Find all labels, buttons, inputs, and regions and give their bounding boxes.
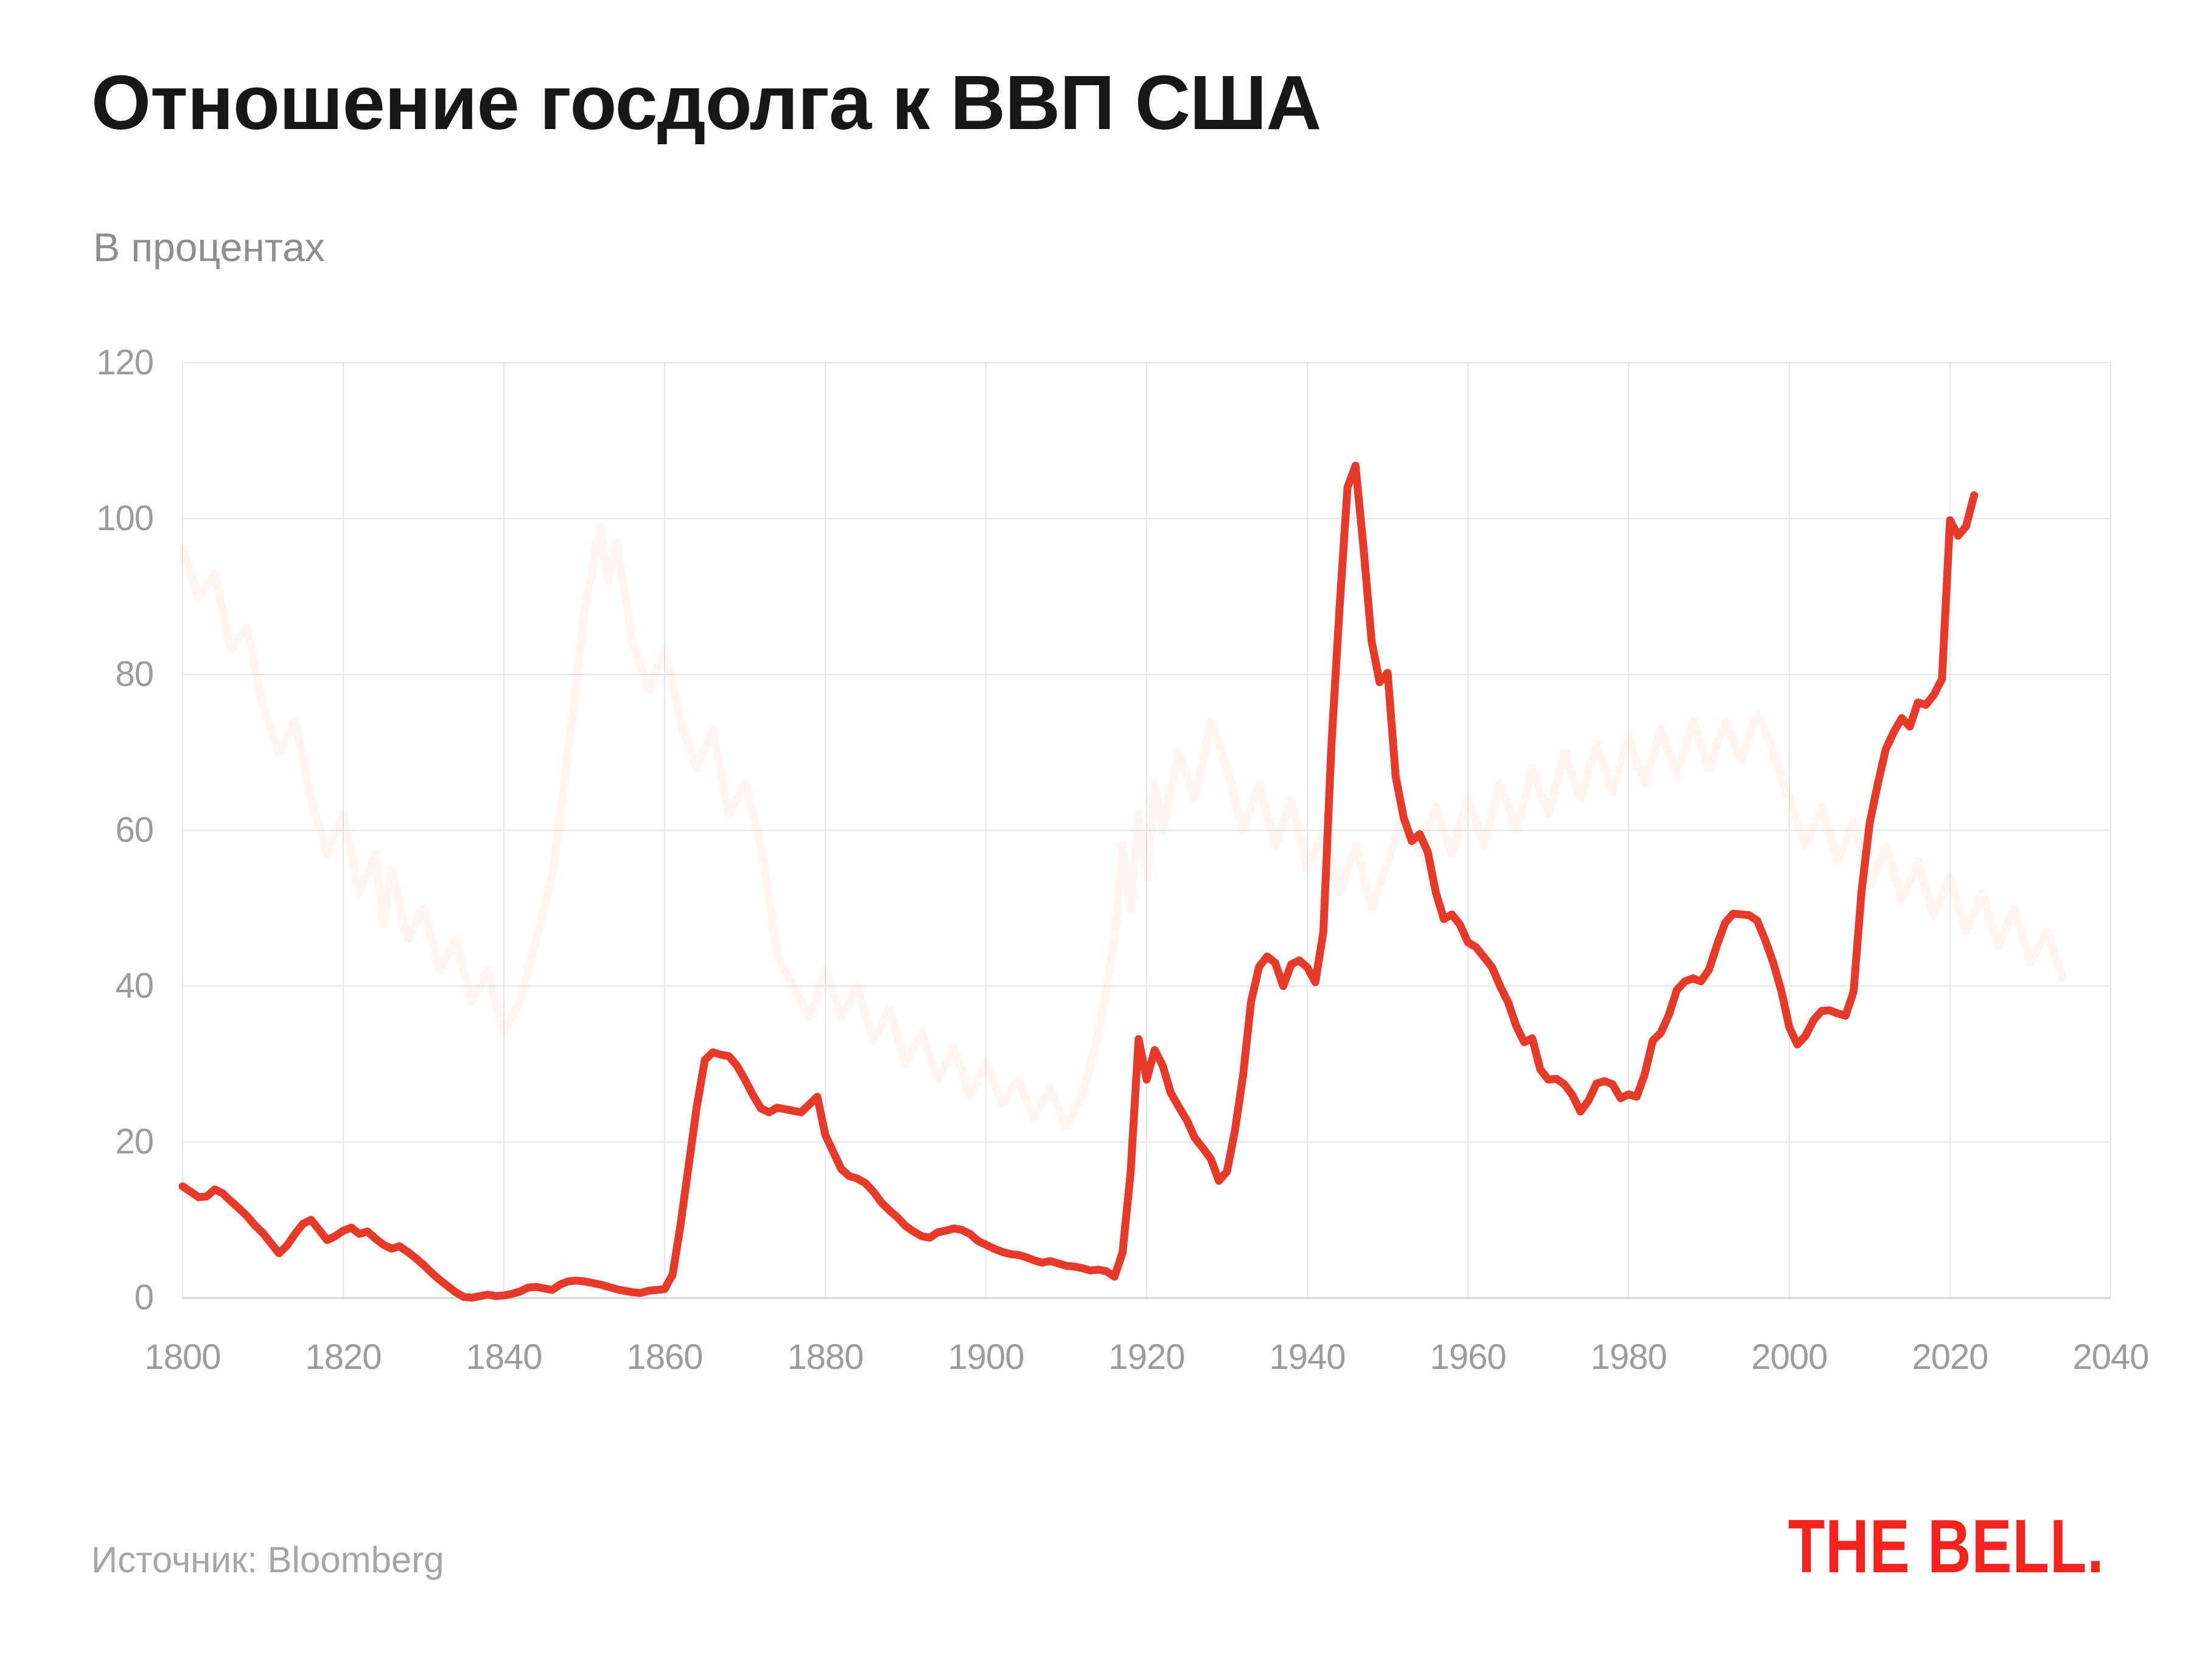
x-axis-tick-label: 1900 [948,1337,1024,1377]
gridline-vertical [664,363,665,1299]
plot-area: 1800 1820 1840 1860 1880 1900 1920 1940 1960 1980… [96,343,2149,1377]
gridline-vertical [1789,363,1790,1299]
gridline-horizontal [183,518,2111,519]
gridline-vertical [985,363,987,1299]
y-axis-tick-label: 0 [134,1278,154,1317]
y-axis-tick-label: 60 [115,810,154,850]
gridline-vertical [1949,363,1951,1299]
x-axis-tick-label: 1980 [1590,1337,1667,1377]
y-axis-tick-label: 20 [115,1122,154,1161]
gridline-horizontal [183,985,2111,987]
chart-title: Отношение госдолга к ВВП США [91,60,1321,145]
debt-line-chart [178,461,2067,1302]
x-axis-tick-label: 2000 [1751,1337,1828,1377]
gridline-horizontal [183,1141,2111,1143]
x-axis-tick-label: 2020 [1912,1337,1988,1377]
debt-to-gdp-line [178,461,1979,1302]
gridline-vertical [825,363,826,1299]
gridline-horizontal [183,362,2111,363]
gridline-vertical [1628,363,1629,1299]
chart-subtitle: В процентах [93,225,325,270]
background-ghost-line [178,522,2067,1131]
y-axis-tick-label: 80 [115,654,154,694]
the-bell-logo: THE BELL. [1788,1505,2105,1589]
x-axis-tick-label: 1920 [1108,1337,1185,1377]
x-axis-tick-label: 1880 [787,1337,864,1377]
gridline-vertical [1146,363,1147,1299]
gridline-horizontal [183,674,2111,675]
gridline-vertical [1467,363,1469,1299]
gridline-vertical [343,363,344,1299]
x-axis-tick-label: 1940 [1269,1337,1346,1377]
x-axis-tick-label: 1840 [466,1337,542,1377]
x-axis-baseline [183,1297,2111,1299]
y-axis-tick-label: 40 [115,966,154,1006]
gridline-vertical [503,363,505,1299]
gridline-horizontal [183,830,2111,831]
gridline-vertical [2110,363,2111,1299]
source-note: Источник: Bloomberg [91,1539,444,1580]
y-axis-tick-label: 100 [96,499,154,538]
x-axis-tick-label: 1960 [1430,1337,1506,1377]
x-axis-tick-label: 1800 [144,1337,221,1377]
gridline-vertical [182,363,183,1299]
gridline-vertical [1307,363,1308,1299]
y-axis-tick-label: 120 [96,343,154,382]
x-axis-tick-label: 1820 [305,1337,382,1377]
x-axis-tick-label: 1860 [626,1337,703,1377]
x-axis-tick-label: 2040 [2072,1337,2149,1377]
